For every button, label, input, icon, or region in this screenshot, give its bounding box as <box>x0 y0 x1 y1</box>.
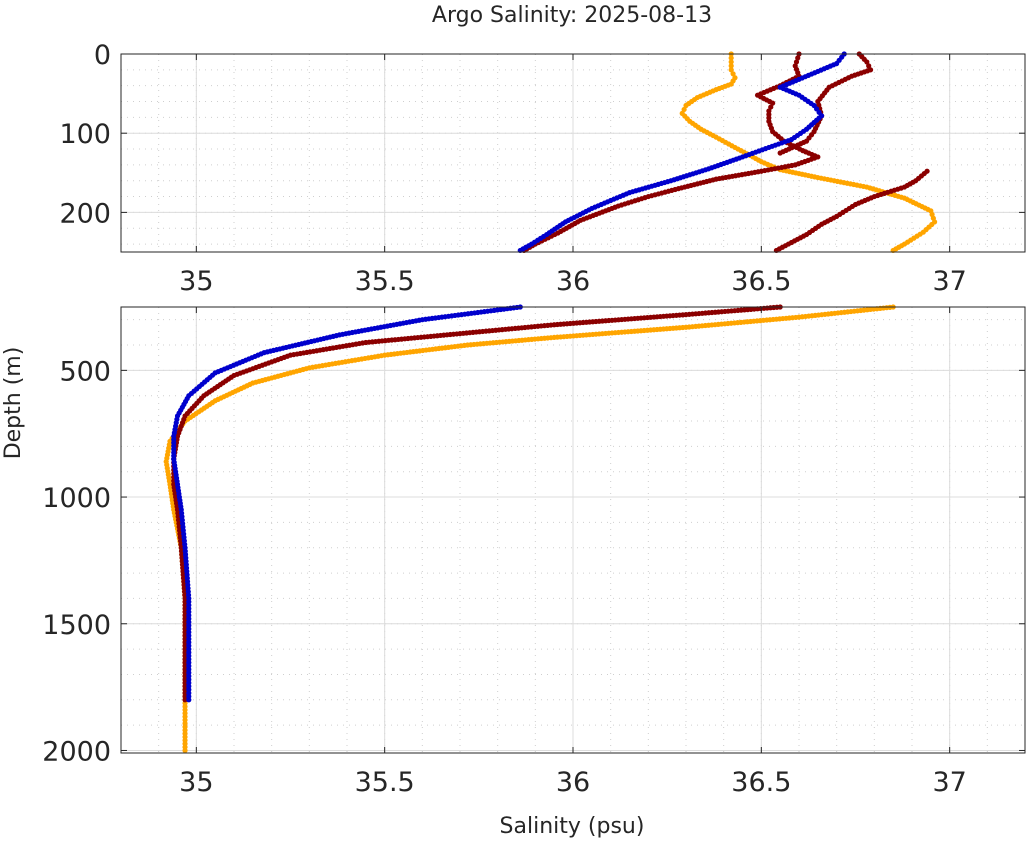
data-point <box>770 100 776 106</box>
x-tick-label: 37 <box>932 266 966 297</box>
x-tick-label: 35 <box>179 767 213 798</box>
y-tick-label: 1000 <box>42 483 111 514</box>
series-profile-darkred-upper-right <box>777 51 874 156</box>
data-point <box>793 59 800 65</box>
x-tick-label: 36.5 <box>731 266 791 297</box>
figure-title: Argo Salinity: 2025-08-13 <box>432 3 712 28</box>
data-point <box>795 55 801 61</box>
series-profile-darkred <box>521 51 821 254</box>
data-point <box>728 63 734 69</box>
y-axis-title: Depth (m) <box>1 347 26 460</box>
data-point <box>182 747 188 754</box>
x-tick-label: 36.5 <box>731 767 791 798</box>
y-tick-label: 500 <box>59 356 111 387</box>
bottom-panel: 35 35.5 36 36.5 37 500 1000 1500 2000 <box>42 304 1026 798</box>
x-tick-label: 37 <box>932 767 966 798</box>
y-tick-label: 1500 <box>42 610 111 641</box>
x-tick-label: 36 <box>556 266 590 297</box>
y-tick-label: 100 <box>59 119 111 150</box>
series-profile-blue <box>171 304 523 703</box>
x-tick-label: 36 <box>556 767 590 798</box>
x-axis-title: Salinity (psu) <box>500 814 645 839</box>
y-tick-label: 2000 <box>42 736 111 767</box>
data-point <box>182 697 188 703</box>
data-point <box>866 63 872 69</box>
top-panel-ticks: 35 35.5 36 36.5 37 0 100 200 <box>59 40 1025 297</box>
bottom-panel-ticks: 35 35.5 36 36.5 37 500 1000 1500 2000 <box>42 307 1025 798</box>
data-point <box>864 59 870 65</box>
data-point <box>728 59 734 65</box>
data-point <box>730 71 736 77</box>
data-point <box>768 104 774 110</box>
series-profile-blue <box>517 51 847 254</box>
data-point <box>681 106 687 113</box>
y-tick-label: 0 <box>94 40 111 71</box>
series-profile-orange <box>679 51 938 254</box>
x-tick-label: 35 <box>179 266 213 297</box>
y-tick-label: 200 <box>59 198 111 229</box>
top-panel-points <box>517 51 938 254</box>
bottom-panel-points <box>163 304 896 754</box>
x-tick-label: 35.5 <box>355 266 415 297</box>
data-point <box>728 67 734 73</box>
top-panel: 35 35.5 36 36.5 37 0 100 200 <box>59 40 1026 297</box>
x-tick-label: 35.5 <box>355 767 415 798</box>
data-point <box>683 102 689 109</box>
data-point <box>728 55 734 61</box>
data-point <box>777 150 783 156</box>
data-point <box>186 697 192 703</box>
